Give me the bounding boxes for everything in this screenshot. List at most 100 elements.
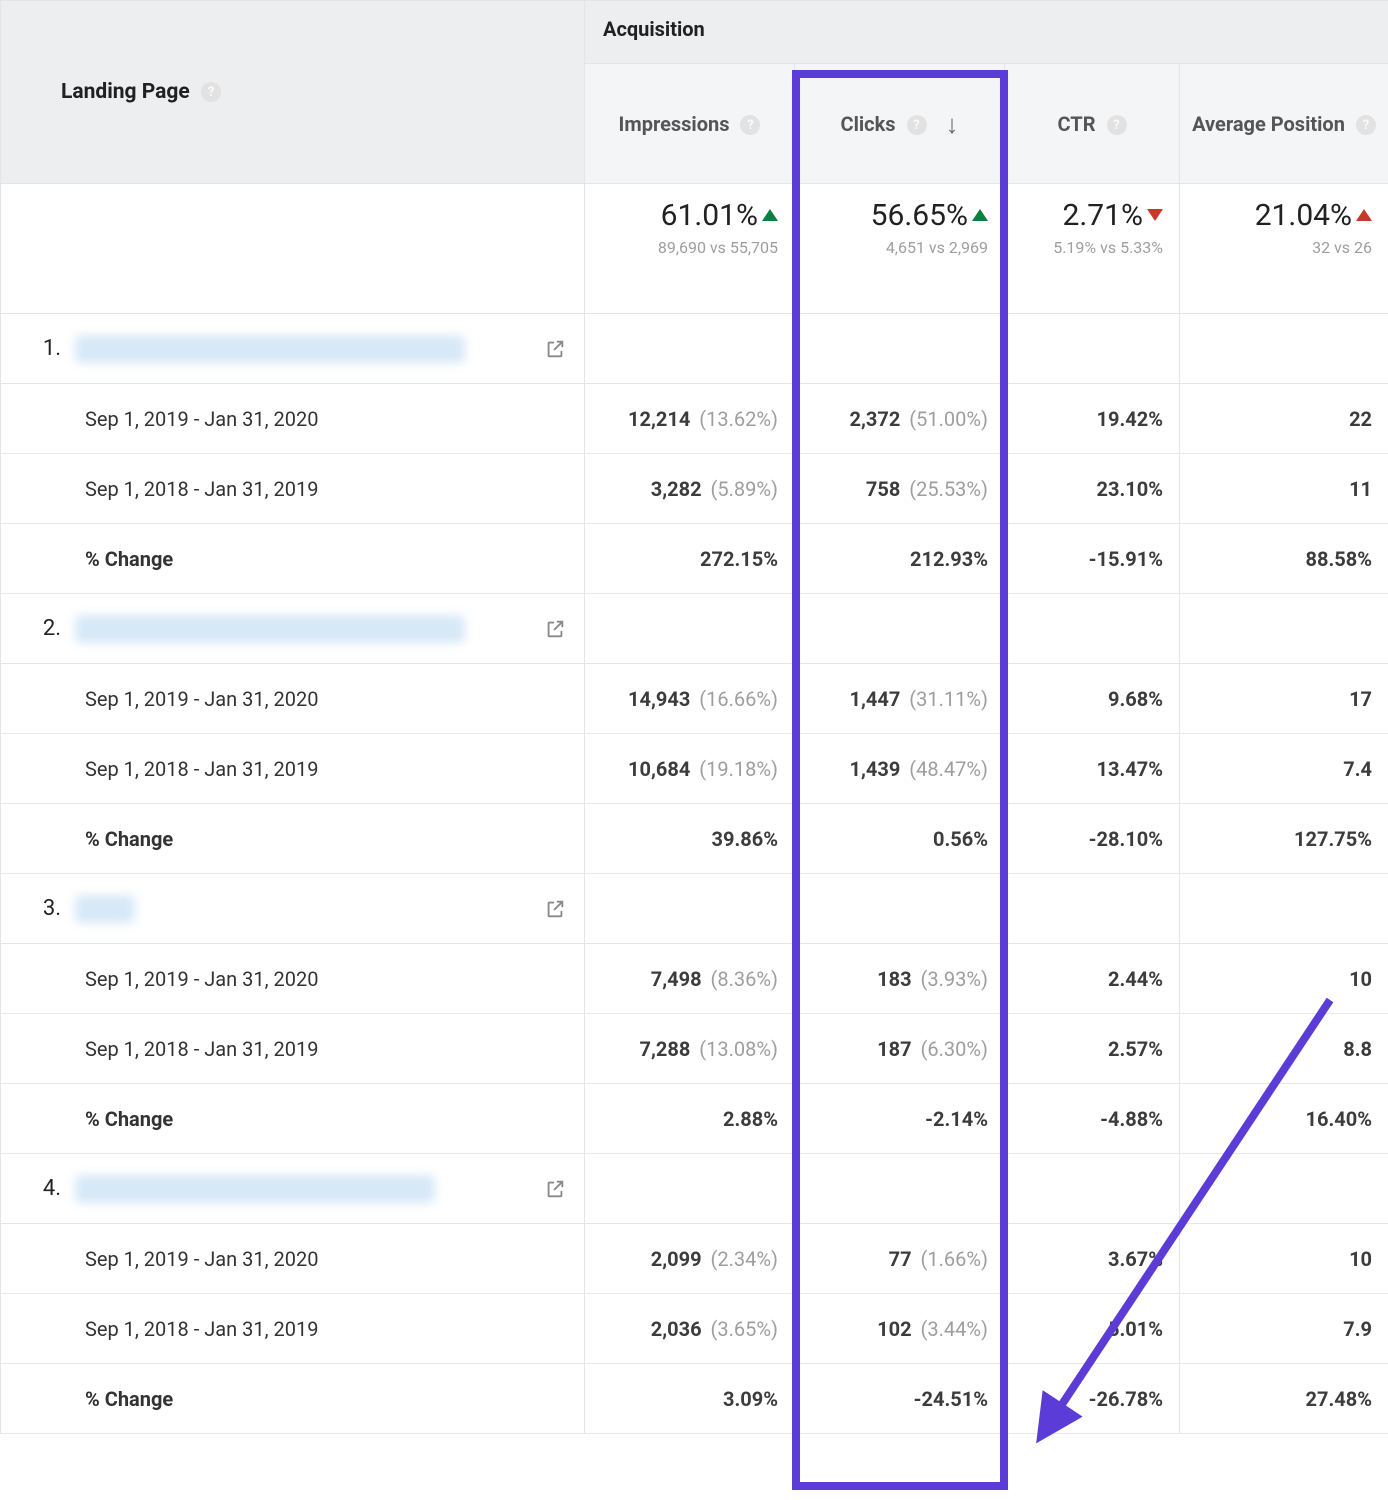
pct-change-row: % Change3.09%-24.51%-26.78%27.48% [1, 1364, 1388, 1434]
summary-impressions-sub: 89,690 vs 55,705 [593, 237, 778, 259]
value-pct: (16.66%) [694, 687, 778, 711]
pct-change-row: % Change39.86%0.56%-28.10%127.75% [1, 804, 1388, 874]
help-icon[interactable]: ? [1107, 115, 1127, 135]
value-pct: (13.62%) [694, 407, 778, 431]
empty-cell [1180, 1154, 1388, 1224]
help-icon[interactable]: ? [201, 82, 221, 102]
row-label: Sep 1, 2019 - Jan 31, 2020 [1, 944, 585, 1014]
date-range-row: Sep 1, 2018 - Jan 31, 20193,282 (5.89%)7… [1, 454, 1388, 524]
arrow-up-red-icon [1356, 209, 1372, 221]
clicks-cell: 1,447 (31.11%) [795, 664, 1005, 734]
value: 2,099 [651, 1247, 702, 1271]
empty-cell [1005, 874, 1180, 944]
ctr-cell: 23.10% [1005, 454, 1180, 524]
col-impressions[interactable]: Impressions ? [585, 64, 795, 184]
clicks-cell: 1,439 (48.47%) [795, 734, 1005, 804]
empty-cell [585, 594, 795, 664]
row-label: % Change [1, 524, 585, 594]
help-icon[interactable]: ? [740, 115, 760, 135]
external-link-icon[interactable] [544, 1178, 566, 1200]
row-index: 4. [29, 1176, 61, 1201]
external-link-icon[interactable] [544, 618, 566, 640]
value: 1,447 [850, 687, 901, 711]
value-pct: (48.47%) [904, 757, 988, 781]
value: 7,498 [651, 967, 702, 991]
summary-position-sub: 32 vs 26 [1188, 237, 1372, 259]
row-index: 3. [29, 896, 61, 921]
value-pct: (51.00%) [904, 407, 988, 431]
value: 3.09% [723, 1387, 778, 1411]
value-pct: (13.08%) [694, 1037, 778, 1061]
value-pct: (8.36%) [706, 967, 778, 991]
ctr-cell: 5.01% [1005, 1294, 1180, 1364]
value: 212.93% [910, 547, 988, 571]
row-label: Sep 1, 2019 - Jan 31, 2020 [1, 664, 585, 734]
value: 127.75% [1294, 827, 1372, 851]
empty-cell [795, 1154, 1005, 1224]
summary-clicks-sub: 4,651 vs 2,969 [803, 237, 988, 259]
value-pct: (19.18%) [694, 757, 778, 781]
ctr-cell: 2.57% [1005, 1014, 1180, 1084]
value: 19.42% [1097, 407, 1163, 431]
help-icon[interactable]: ? [907, 115, 927, 135]
row-label: Sep 1, 2019 - Jan 31, 2020 [1, 384, 585, 454]
date-range-row: Sep 1, 2018 - Jan 31, 20197,288 (13.08%)… [1, 1014, 1388, 1084]
external-link-icon[interactable] [544, 338, 566, 360]
landing-page-cell[interactable]: 2. [1, 594, 585, 664]
summary-clicks-pct: 56.65% [871, 198, 968, 233]
impressions-cell: 2.88% [585, 1084, 795, 1154]
value: -2.14% [925, 1107, 988, 1131]
impressions-cell: 2,036 (3.65%) [585, 1294, 795, 1364]
value: 1,439 [850, 757, 901, 781]
row-index: 1. [29, 336, 61, 361]
value-pct: (5.89%) [706, 477, 778, 501]
col-avg-position[interactable]: Average Position ? [1180, 64, 1388, 184]
landing-page-cell[interactable]: 4. [1, 1154, 585, 1224]
col-clicks[interactable]: Clicks ? ↓ [795, 64, 1005, 184]
landing-page-cell[interactable]: 1. [1, 314, 585, 384]
row-label: % Change [1, 1364, 585, 1434]
impressions-cell: 39.86% [585, 804, 795, 874]
value: 5.01% [1108, 1317, 1163, 1341]
arrow-up-icon [762, 209, 778, 221]
external-link-icon[interactable] [544, 898, 566, 920]
empty-cell [585, 874, 795, 944]
position-cell: 27.48% [1180, 1364, 1388, 1434]
value-pct: (2.34%) [706, 1247, 778, 1271]
impressions-cell: 14,943 (16.66%) [585, 664, 795, 734]
value: 0.56% [933, 827, 988, 851]
date-range-row: Sep 1, 2019 - Jan 31, 20202,099 (2.34%)7… [1, 1224, 1388, 1294]
empty-cell [1180, 314, 1388, 384]
empty-cell [585, 314, 795, 384]
value: 77 [889, 1247, 912, 1271]
row-label: Sep 1, 2018 - Jan 31, 2019 [1, 734, 585, 804]
value: -24.51% [914, 1387, 988, 1411]
analytics-table-container: Landing Page ? Acquisition Impressions ?… [0, 0, 1388, 1434]
empty-cell [1005, 594, 1180, 664]
pct-change-row: % Change2.88%-2.14%-4.88%16.40% [1, 1084, 1388, 1154]
value-pct: (31.11%) [904, 687, 988, 711]
date-range-row: Sep 1, 2019 - Jan 31, 202012,214 (13.62%… [1, 384, 1388, 454]
empty-cell [1180, 874, 1388, 944]
arrow-down-icon [1147, 209, 1163, 221]
value: 13.47% [1097, 757, 1163, 781]
analytics-table: Landing Page ? Acquisition Impressions ?… [0, 0, 1388, 1434]
position-cell: 16.40% [1180, 1084, 1388, 1154]
landing-page-cell[interactable]: 3. [1, 874, 585, 944]
impressions-cell: 272.15% [585, 524, 795, 594]
summary-ctr-sub: 5.19% vs 5.33% [1013, 237, 1163, 259]
clicks-cell: 0.56% [795, 804, 1005, 874]
col-ctr[interactable]: CTR ? [1005, 64, 1180, 184]
ctr-label: CTR [1058, 112, 1096, 136]
header-row-1: Landing Page ? Acquisition [1, 1, 1388, 64]
acquisition-label: Acquisition [603, 17, 705, 41]
position-cell: 7.4 [1180, 734, 1388, 804]
ctr-cell: 2.44% [1005, 944, 1180, 1014]
landing-page-row: 2. [1, 594, 1388, 664]
arrow-up-icon [972, 209, 988, 221]
help-icon[interactable]: ? [1356, 115, 1376, 135]
impressions-cell: 10,684 (19.18%) [585, 734, 795, 804]
impressions-cell: 7,288 (13.08%) [585, 1014, 795, 1084]
position-cell: 7.9 [1180, 1294, 1388, 1364]
col-landing-page[interactable]: Landing Page ? [1, 1, 585, 184]
